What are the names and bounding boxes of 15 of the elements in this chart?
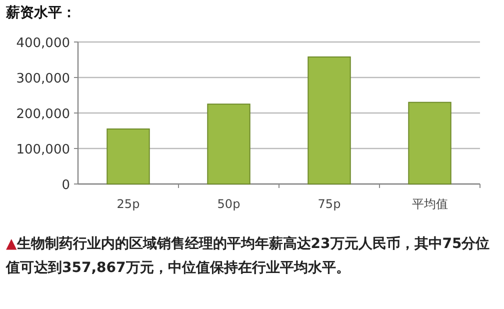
x-tick-label: 25p: [116, 197, 140, 211]
bar: [408, 102, 452, 184]
y-tick-label: 200,000: [16, 107, 70, 122]
x-tick-label: 平均值: [412, 197, 448, 211]
bar: [207, 104, 250, 184]
x-tick-label: 75p: [318, 197, 341, 211]
chart-title: 薪资水平：: [6, 4, 76, 22]
y-tick-label: 300,000: [16, 72, 70, 86]
y-tick-label: 0: [62, 178, 70, 193]
text: ▲生物制药行业内的区域销售经理的平均年薪高达23万元人民币，其中75分位值可达到357,867万元，中位值保持在行业平均水平。: [6, 234, 491, 278]
bar: [106, 128, 150, 184]
y-tick-label: 100,000: [16, 142, 70, 158]
bar: [308, 56, 351, 184]
y-tick-label: 400,000: [16, 36, 70, 51]
x-tick-label: 50p: [217, 197, 240, 211]
